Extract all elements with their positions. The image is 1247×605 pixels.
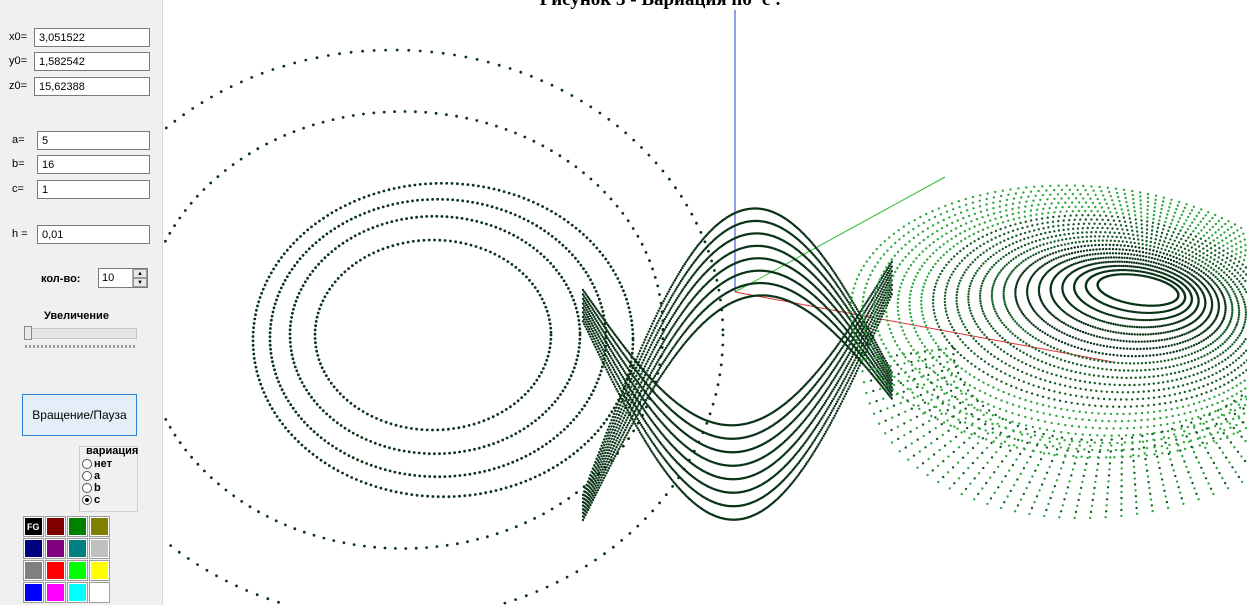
x0-input[interactable] bbox=[34, 28, 150, 47]
quantity-stepper[interactable]: ▲ ▼ bbox=[98, 268, 148, 288]
variation-option-label: c bbox=[94, 494, 101, 506]
variation-option-label: b bbox=[94, 482, 101, 494]
color-swatch[interactable] bbox=[45, 538, 66, 559]
color-swatch[interactable] bbox=[45, 516, 66, 537]
color-swatch[interactable] bbox=[89, 582, 110, 603]
color-swatch[interactable] bbox=[67, 538, 88, 559]
color-swatch[interactable] bbox=[89, 538, 110, 559]
y0-label: y0= bbox=[9, 55, 28, 67]
zoom-label: Увеличение bbox=[44, 310, 109, 322]
quantity-label: кол-во: bbox=[41, 273, 81, 285]
radio-icon[interactable] bbox=[82, 483, 92, 493]
variation-option-label: a bbox=[94, 470, 101, 482]
variation-title: вариация bbox=[86, 445, 139, 457]
color-palette: FG bbox=[23, 516, 112, 605]
zoom-slider-ticks bbox=[25, 345, 137, 348]
color-swatch[interactable] bbox=[23, 538, 44, 559]
variation-option-b[interactable]: b bbox=[82, 482, 101, 494]
a-input[interactable] bbox=[37, 131, 150, 150]
stepper-up-icon[interactable]: ▲ bbox=[133, 269, 147, 278]
radio-checked-icon[interactable] bbox=[82, 495, 92, 505]
control-panel: x0= y0= z0= a= b= c= h = кол-во: ▲ ▼ Уве… bbox=[0, 0, 163, 605]
b-input[interactable] bbox=[37, 155, 150, 174]
z0-label: z0= bbox=[9, 80, 28, 92]
rotate-pause-button[interactable]: Вращение/Пауза bbox=[22, 394, 137, 436]
figure-caption: Рисунок 3 - Вариация по 'c'. bbox=[430, 0, 890, 11]
variation-option-label: нет bbox=[94, 458, 113, 470]
color-swatch[interactable] bbox=[67, 582, 88, 603]
color-swatch[interactable] bbox=[23, 582, 44, 603]
color-swatch[interactable] bbox=[45, 582, 66, 603]
quantity-input[interactable] bbox=[99, 269, 133, 287]
radio-icon[interactable] bbox=[82, 459, 92, 469]
attractor-plot[interactable] bbox=[163, 0, 1247, 605]
color-swatch[interactable] bbox=[23, 560, 44, 581]
color-swatch[interactable] bbox=[45, 560, 66, 581]
variation-group bbox=[79, 446, 138, 512]
h-input[interactable] bbox=[37, 225, 150, 244]
stepper-buttons[interactable]: ▲ ▼ bbox=[132, 269, 147, 287]
fg-label: FG bbox=[27, 522, 40, 532]
variation-option-c[interactable]: c bbox=[82, 494, 101, 506]
h-label: h = bbox=[12, 228, 28, 240]
a-label: a= bbox=[12, 134, 25, 146]
radio-icon[interactable] bbox=[82, 471, 92, 481]
zoom-slider-track[interactable] bbox=[25, 328, 137, 339]
x-axis bbox=[734, 291, 1114, 363]
color-swatch[interactable] bbox=[89, 516, 110, 537]
color-swatch[interactable] bbox=[67, 516, 88, 537]
z0-input[interactable] bbox=[34, 77, 150, 96]
c-input[interactable] bbox=[37, 180, 150, 199]
b-label: b= bbox=[12, 158, 25, 170]
stepper-down-icon[interactable]: ▼ bbox=[133, 278, 147, 287]
x0-label: x0= bbox=[9, 31, 28, 43]
variation-option-none[interactable]: нет bbox=[82, 458, 113, 470]
y0-input[interactable] bbox=[34, 52, 150, 71]
zoom-slider-thumb[interactable] bbox=[24, 326, 32, 340]
swatch-foreground[interactable]: FG bbox=[23, 516, 44, 537]
trajectory-points bbox=[164, 48, 1247, 605]
c-label: c= bbox=[12, 183, 24, 195]
color-swatch[interactable] bbox=[89, 560, 110, 581]
color-swatch[interactable] bbox=[67, 560, 88, 581]
variation-option-a[interactable]: a bbox=[82, 470, 101, 482]
